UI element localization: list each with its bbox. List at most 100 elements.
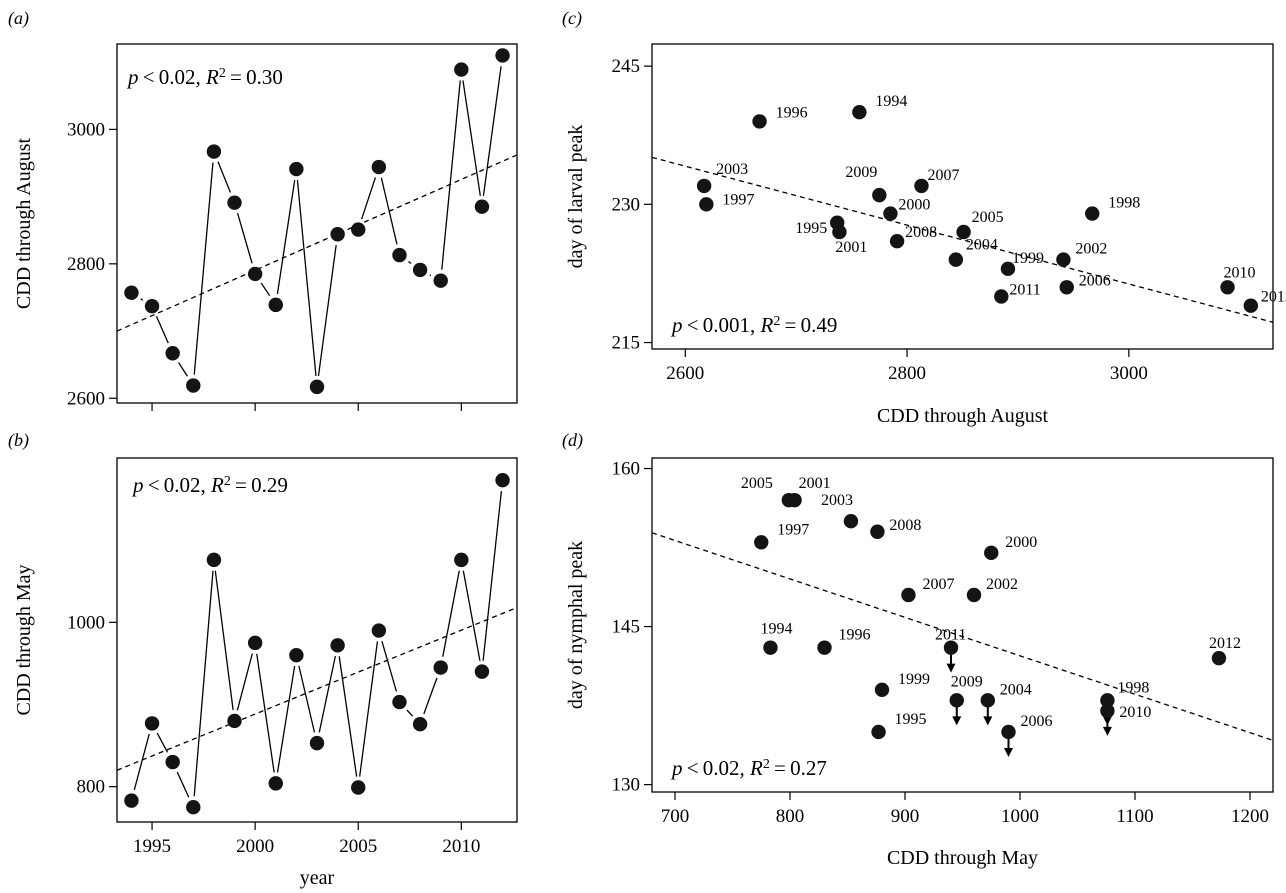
panel-c-point-label: 2009 [845,164,877,181]
panel-a-series-segment [408,260,412,265]
panel-b-series-segment [482,491,503,661]
panel-a-series-segment [441,80,461,270]
panel-c-data-point [1056,252,1071,267]
panel-b-annotation: p < 0.02, R2 = 0.29 [131,473,288,497]
panel-b-data-point [124,793,139,808]
panel-c-label: (c) [562,8,582,29]
panel-d-xtick-label: 900 [891,806,920,827]
panel-d-censor-arrow-head [1102,726,1112,736]
panel-c-point-label: 1995 [795,220,827,237]
panel-a-data-point [206,144,222,159]
panel-a-trend-line [116,154,518,332]
panel-b-ylabel: CDD through May [13,564,35,715]
panel-a-ytick-label: 2600 [67,388,105,409]
panel-b-ytick-label: 800 [77,777,106,798]
panel-b-data-point [433,660,448,675]
panel-d-data-point [843,514,859,529]
panel-b-series-segment [298,665,316,733]
panel-a-series-segment [140,298,144,301]
panel-d-point-label: 2009 [951,673,983,690]
panel-d-censor-arrow-head [1004,747,1013,757]
panel-a-data-point [268,297,283,313]
panel-d-ytick-label: 160 [612,459,641,480]
panel-a-series-segment [361,177,377,220]
panel-d-xtick-label: 700 [661,806,690,827]
panel-a-data-point [330,227,345,242]
panel-d-point-label: 2005 [741,475,773,492]
panel-d-point-label: 1995 [895,711,927,728]
panel-a-data-point [474,199,490,214]
panel-c-trend-line [651,156,1274,323]
panel-c-point-label: 1994 [875,93,907,110]
panel-c-point-label: 1998 [1108,195,1140,212]
panel-b-series-segment [276,665,296,773]
panel-c-data-point [948,252,964,267]
panel-d-data-point [984,545,999,561]
panel-a-series-segment [296,179,317,376]
panel-a-data-point [227,195,242,210]
panel-a-data-point [247,266,263,282]
panel-d-label: (d) [562,430,583,451]
panel-c-point-label: 1999 [1012,250,1044,267]
panel-d-point-label: 2012 [1209,635,1241,652]
panel-b-data-point [247,635,263,651]
panel-a-data-point [371,159,387,175]
panel-b-data-point [474,664,490,679]
panel-c-data-point [699,197,714,212]
panel-a-series-segment [217,161,232,193]
panel-a-data-point [289,161,304,177]
panel-c-data-point [1059,280,1074,295]
panel-a-ylabel: CDD through August [13,137,35,309]
panel-d-data-point [874,682,890,697]
panel-b-data-point [144,716,160,731]
panel-d-data-point [817,640,832,655]
panel-b-data-point [227,713,242,729]
panel-b-data-point [309,735,325,751]
panel-b-data-point [165,754,180,770]
panel-c-xtick-label: 3000 [1110,363,1148,384]
panel-c-frame [651,43,1274,350]
panel-d-xlabel: CDD through May [887,847,1038,869]
panel-c-data-point [883,206,898,221]
panel-c-ytick-label: 230 [612,194,641,215]
panel-d-data-point [763,640,778,655]
panel-c-point-label: 2001 [835,239,867,256]
panel-b-series-segment [156,732,169,753]
panel-b-series-segment [256,653,275,773]
panel-d-censor-arrow-head [952,716,962,726]
panel-a-data-point [309,379,325,395]
panel-b-xtick-label: 2005 [339,836,377,857]
panel-b-data-point [454,552,469,568]
panel-a-series-segment [462,80,481,196]
panel-d-censor-arrow-head [946,663,956,673]
panel-b-series-segment [214,570,234,711]
panel-b-series-segment [193,570,214,797]
panel-c-point-label: 2004 [966,237,998,254]
panel-b-series-segment [442,570,460,657]
panel-b-frame [116,457,518,823]
panel-d-data-point [901,587,916,603]
panel-c-point-label: 2006 [1079,272,1111,289]
panel-c-data-point [1085,206,1100,221]
panel-c-ytick-label: 245 [612,56,641,77]
panel-a-data-point [495,48,510,63]
panel-b-series-segment [359,641,379,777]
panel-b-series-segment [406,709,414,717]
panel-d-point-label: 2011 [935,627,966,644]
panel-a-data-point [433,273,448,288]
panel-c-data-point [994,289,1009,304]
panel-d-point-label: 2001 [799,475,831,492]
panel-d-point-label: 2010 [1119,704,1151,721]
panel-d-point-label: 2007 [922,576,954,593]
panel-d-trend-line [651,532,1274,741]
panel-d-point-label: 2008 [889,517,921,534]
panel-c-annotation: p < 0.001, R2 = 0.49 [670,313,837,337]
panel-b-ytick-label: 1000 [67,612,105,633]
panel-a-data-point [454,62,469,77]
panel-b-series-segment [133,733,150,791]
panel-c-data-point [1000,261,1016,277]
panel-b-label: (b) [8,430,29,451]
panel-c-point-label: 1997 [722,191,754,208]
panel-a-series-segment [236,213,253,264]
panel-c-data-point [872,187,887,203]
